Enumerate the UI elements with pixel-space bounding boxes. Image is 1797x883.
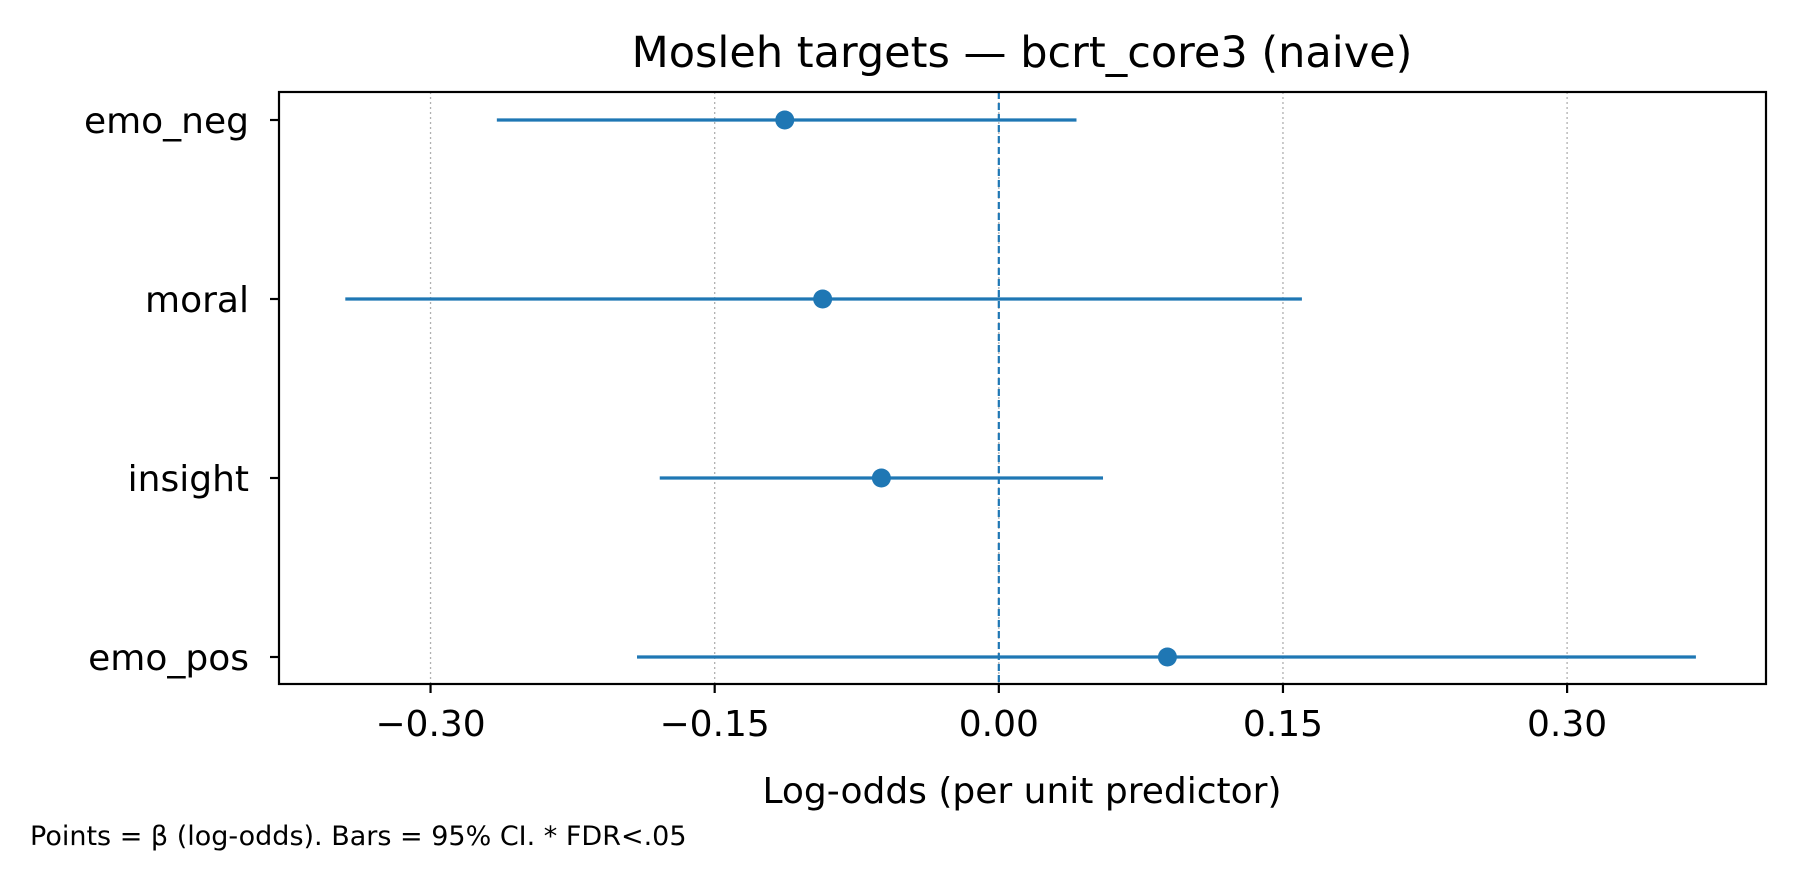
y-tick-label: emo_neg	[84, 101, 249, 142]
x-axis-label: Log-odds (per unit predictor)	[762, 771, 1281, 812]
estimate-point-moral	[813, 289, 833, 309]
x-axis-ticks: −0.30 −0.15 0.00 0.15 0.30	[375, 684, 1607, 745]
x-tick-label: −0.15	[660, 704, 770, 745]
chart-footnote: Points = β (log-odds). Bars = 95% CI. * …	[30, 821, 687, 852]
x-tick-label: 0.15	[1243, 704, 1323, 745]
x-tick-label: 0.30	[1527, 704, 1607, 745]
y-tick-label: emo_pos	[88, 638, 249, 679]
plot-frame	[277, 90, 1768, 686]
x-tick-label: 0.00	[959, 704, 1039, 745]
estimate-point-emo_pos	[1157, 647, 1177, 667]
estimate-point-insight	[871, 468, 891, 488]
x-tick-label: −0.30	[375, 704, 485, 745]
y-tick-label: moral	[145, 280, 249, 321]
chart-title: Mosleh targets — bcrt_core3 (naive)	[632, 28, 1413, 78]
data-layer	[345, 110, 1696, 667]
y-tick-label: insight	[128, 459, 249, 500]
estimate-point-emo_neg	[775, 110, 795, 130]
grid-layer	[429, 92, 1568, 684]
